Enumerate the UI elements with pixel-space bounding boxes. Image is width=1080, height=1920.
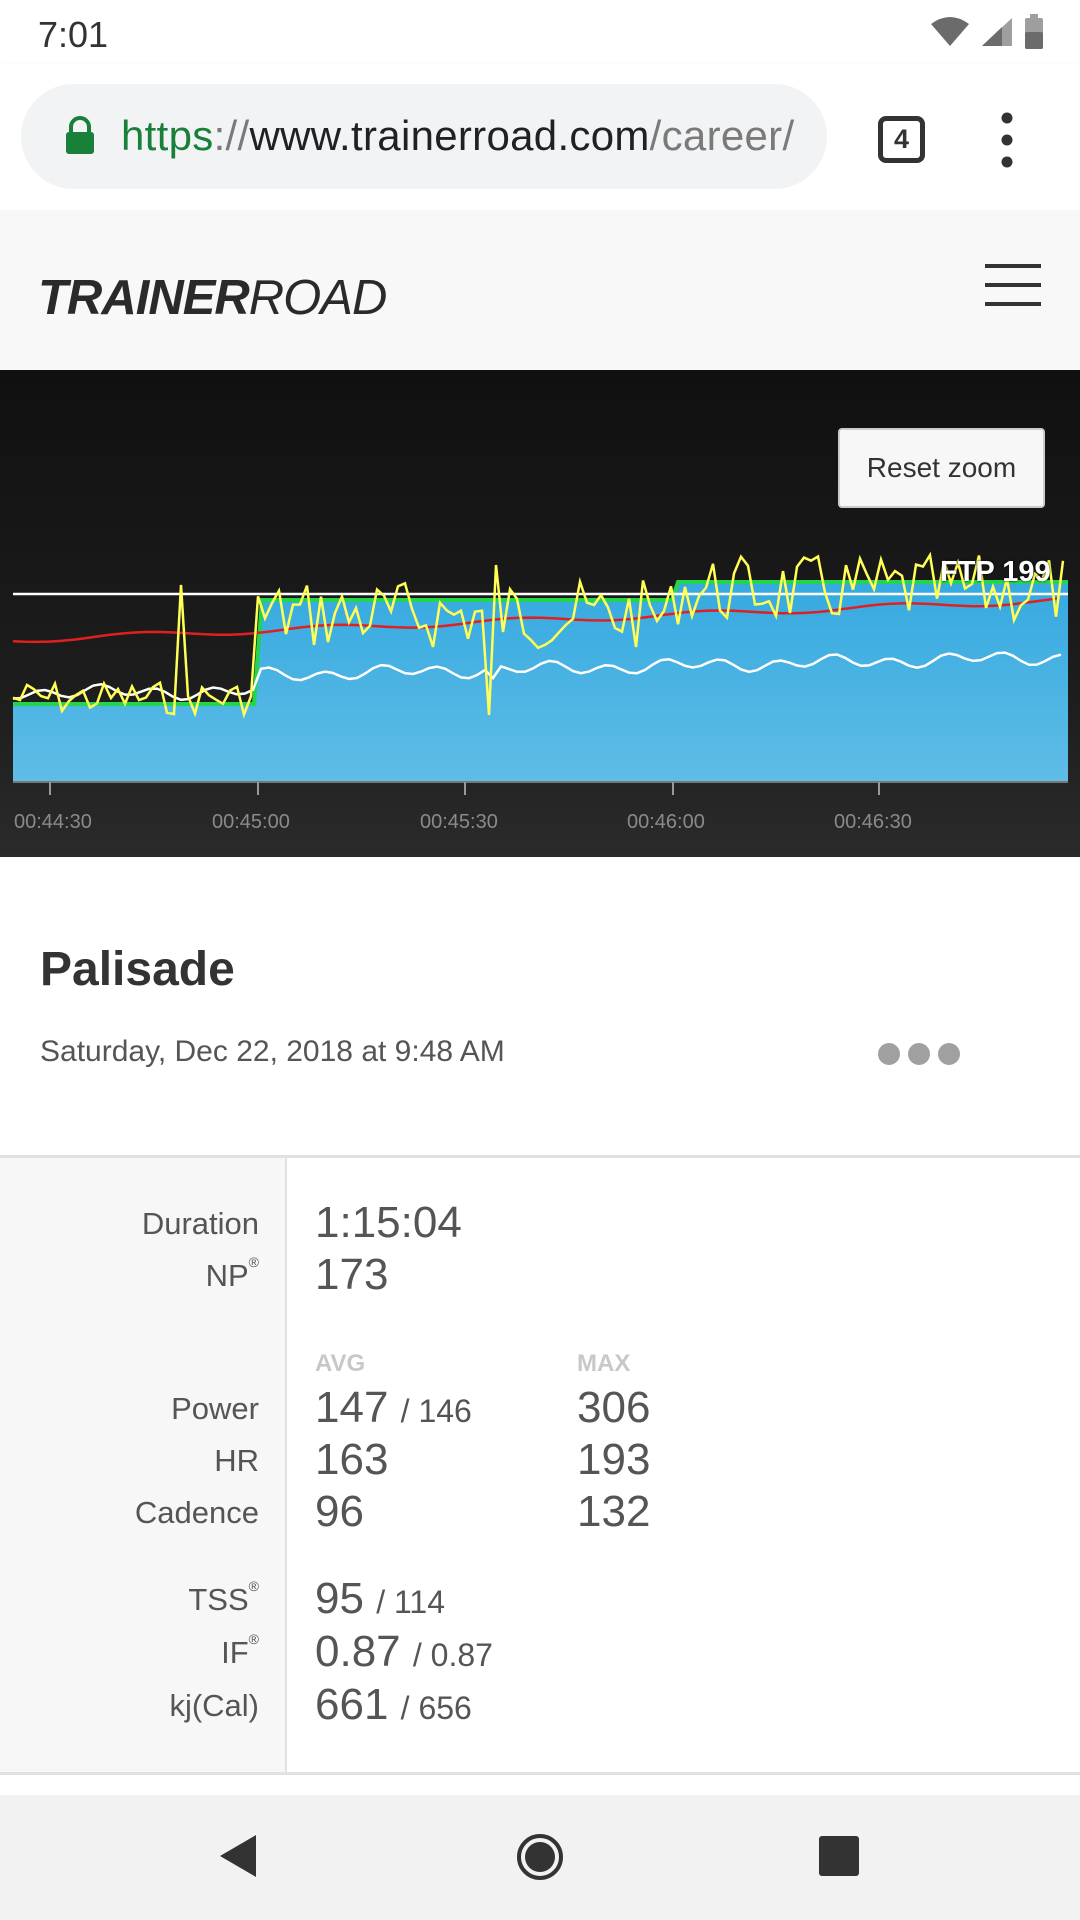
url-path: /career/ (649, 112, 795, 159)
duration-value: 1:15:04 (315, 1198, 462, 1247)
url-host: www.trainerroad.com (249, 112, 650, 159)
kj-target: / 656 (400, 1690, 472, 1726)
power-avg: 147 (315, 1383, 389, 1432)
if-label: IF® (221, 1631, 259, 1671)
x-tick-label: 00:44:30 (14, 811, 92, 833)
kj-label: kj(Cal) (169, 1688, 259, 1723)
status-time: 7:01 (38, 14, 109, 55)
home-icon[interactable] (516, 1833, 564, 1881)
x-axis-ticks (49, 782, 880, 795)
x-tick-label: 00:45:30 (420, 811, 498, 833)
stats-label-column: Duration NP® Power HR Cadence TSS® IF® k… (0, 1158, 287, 1772)
power-max-value: 306 (577, 1383, 651, 1432)
workout-stats: Duration NP® Power HR Cadence TSS® IF® k… (0, 1155, 1080, 1775)
workout-date: Saturday, Dec 22, 2018 at 9:48 AM (40, 1035, 505, 1068)
registered-mark: ® (248, 1631, 259, 1647)
np-label-text: NP (205, 1258, 249, 1293)
hamburger-menu-icon[interactable] (985, 262, 1041, 308)
target-power-area (13, 582, 1068, 782)
tab-switcher-button[interactable]: 4 (878, 116, 925, 163)
site-header: TRAINERROAD (0, 210, 1080, 370)
power-label: Power (171, 1391, 259, 1426)
back-icon[interactable] (218, 1833, 258, 1879)
tss-label: TSS® (188, 1578, 259, 1618)
hr-label: HR (214, 1443, 259, 1478)
address-bar[interactable]: https://www.trainerroad.com/career/ (21, 84, 827, 189)
tss-target: / 114 (376, 1584, 445, 1620)
if-actual: 0.87 (315, 1627, 401, 1676)
x-tick-label: 00:45:00 (212, 811, 290, 833)
recents-icon[interactable] (818, 1835, 860, 1877)
avg-column-header: AVG (315, 1350, 366, 1377)
tss-label-text: TSS (188, 1582, 249, 1617)
power-line (12, 551, 1065, 719)
x-tick-label: 00:46:00 (627, 811, 705, 833)
max-column-header: MAX (577, 1350, 631, 1377)
power-avg-value: 147 / 146 (315, 1383, 472, 1433)
android-nav-bar (0, 1795, 1080, 1920)
workout-chart[interactable]: 00:44:30 00:45:00 00:45:30 00:46:00 00:4… (0, 370, 1080, 857)
power-avg-target: / 146 (400, 1393, 472, 1429)
kj-actual: 661 (315, 1680, 389, 1729)
cadence-max-value: 132 (577, 1487, 651, 1536)
dot-icon (878, 1043, 900, 1065)
trainerroad-logo[interactable]: TRAINERROAD (38, 270, 388, 326)
np-value: 173 (315, 1250, 389, 1299)
duration-label: Duration (141, 1206, 259, 1241)
kj-value: 661 / 656 (315, 1680, 472, 1730)
if-target: / 0.87 (412, 1637, 493, 1673)
url-scheme: https (121, 112, 214, 159)
workout-title: Palisade (40, 943, 235, 996)
url-separator: :// (213, 112, 250, 159)
dot-icon (938, 1043, 960, 1065)
workout-header: Palisade Saturday, Dec 22, 2018 at 9:48 … (0, 857, 1080, 1157)
if-label-text: IF (221, 1635, 249, 1670)
cadence-line (12, 651, 1062, 702)
x-tick-label: 00:46:30 (834, 811, 912, 833)
lock-icon (66, 116, 94, 154)
browser-toolbar: https://www.trainerroad.com/career/ 4 (0, 64, 1080, 210)
heart-rate-line (12, 597, 1058, 644)
tss-value: 95 / 114 (315, 1574, 445, 1624)
registered-mark: ® (248, 1254, 259, 1270)
np-label: NP® (205, 1254, 259, 1294)
dot-icon (908, 1043, 930, 1065)
registered-mark: ® (248, 1578, 259, 1594)
hr-avg-value: 163 (315, 1435, 389, 1484)
hr-max-value: 193 (577, 1435, 651, 1484)
logo-light-text: ROAD (248, 271, 388, 325)
chart-svg: 00:44:30 00:45:00 00:45:30 00:46:00 00:4… (12, 551, 1068, 833)
url-text: https://www.trainerroad.com/career/ (121, 112, 811, 160)
ftp-label: FTP 199 (940, 556, 1051, 588)
wifi-icon (931, 17, 969, 46)
more-options-icon[interactable] (992, 110, 1022, 170)
workout-more-options-button[interactable] (878, 1043, 960, 1065)
cadence-label: Cadence (134, 1495, 259, 1530)
reset-zoom-button[interactable]: Reset zoom (838, 428, 1045, 508)
cell-signal-icon (982, 18, 1012, 46)
battery-icon (1025, 14, 1043, 49)
cadence-avg-value: 96 (315, 1487, 364, 1536)
tss-actual: 95 (315, 1574, 364, 1623)
logo-bold-text: TRAINER (38, 271, 250, 325)
status-icons (930, 14, 1044, 50)
target-power-outline (13, 580, 1068, 706)
status-bar: 7:01 (0, 0, 1080, 64)
if-value: 0.87 / 0.87 (315, 1627, 493, 1677)
